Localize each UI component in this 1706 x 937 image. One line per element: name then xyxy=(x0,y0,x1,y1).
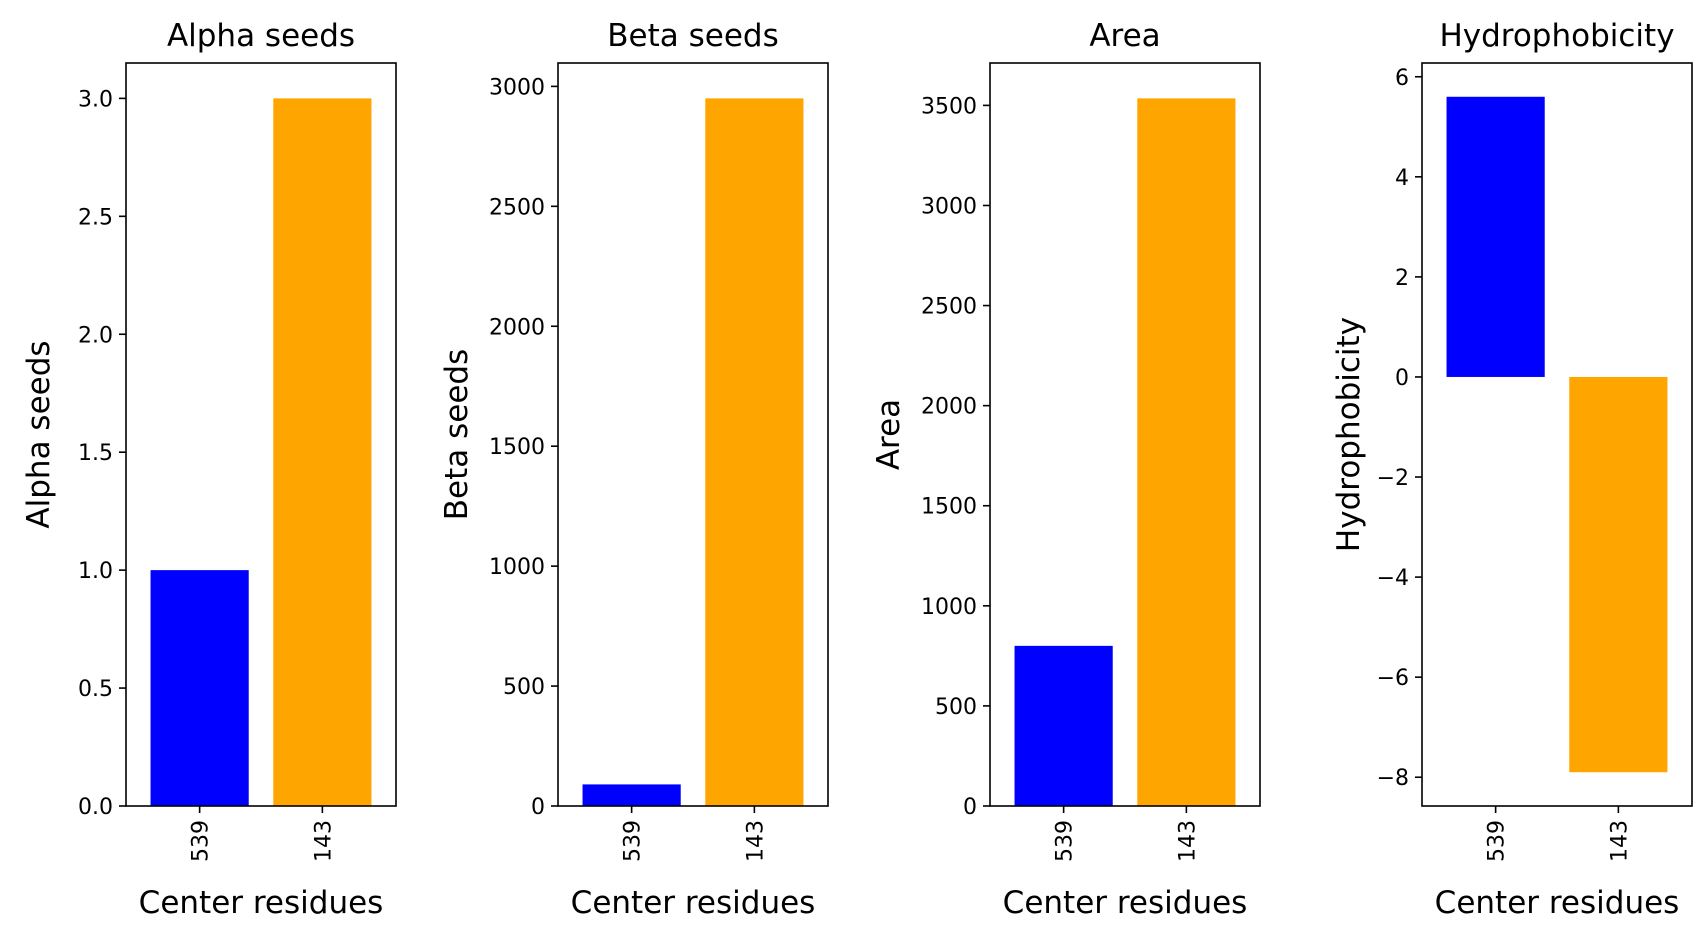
y-tick-label: 0 xyxy=(1395,366,1409,391)
y-tick-label: 2500 xyxy=(489,195,545,220)
x-axis-label: Center residues xyxy=(571,885,816,921)
y-axis-label: Area xyxy=(871,399,907,470)
y-tick-label: 2500 xyxy=(921,295,977,320)
y-tick-label: −8 xyxy=(1377,766,1409,791)
y-tick-label: 2000 xyxy=(489,315,545,340)
bar-539 xyxy=(1446,96,1545,377)
chart-panel-3: 0 500 1000 1500 2000 2500 3000 3500 539 143 Area Ce… xyxy=(871,18,1261,921)
axes-frame xyxy=(125,62,397,807)
chart-title: Alpha seeds xyxy=(167,18,355,54)
y-tick-label: −2 xyxy=(1377,466,1409,491)
y-tick-label: 1500 xyxy=(489,435,545,460)
bar-539 xyxy=(582,784,681,806)
y-tick-label: 2.5 xyxy=(78,205,113,230)
y-tick-label: 1000 xyxy=(921,595,977,620)
chart-title: Beta seeds xyxy=(607,18,778,54)
y-tick-label: 2 xyxy=(1395,266,1409,291)
bar-143 xyxy=(1569,376,1668,773)
x-tick-label: 539 xyxy=(1485,820,1510,862)
y-tick-label: 4 xyxy=(1395,166,1409,191)
y-tick-label: 3000 xyxy=(489,75,545,100)
y-tick-label: 0 xyxy=(531,795,545,820)
y-tick-label: 3500 xyxy=(921,94,977,119)
bar-143 xyxy=(1137,98,1236,806)
axes-frame xyxy=(1421,62,1693,807)
x-tick-label: 539 xyxy=(189,820,214,862)
y-tick-label: 1.5 xyxy=(78,441,113,466)
y-axis-label: Alpha seeds xyxy=(21,340,57,528)
y-tick-label: 6 xyxy=(1395,66,1409,91)
y-tick-label: −6 xyxy=(1377,666,1409,691)
y-tick-label: 1000 xyxy=(489,555,545,580)
bar-539 xyxy=(150,570,249,806)
y-tick-label: 0.0 xyxy=(78,795,113,820)
x-tick-label: 539 xyxy=(621,820,646,862)
x-axis-label: Center residues xyxy=(1435,885,1680,921)
y-axis-label: Hydrophobicity xyxy=(1331,317,1367,552)
y-tick-label: 500 xyxy=(935,695,977,720)
y-tick-label: −4 xyxy=(1377,566,1409,591)
y-axis-label: Beta seeds xyxy=(439,349,475,520)
x-tick-label: 143 xyxy=(743,820,768,862)
y-tick-label: 1500 xyxy=(921,495,977,520)
chart-title: Area xyxy=(1089,18,1160,54)
bar-539 xyxy=(1014,645,1113,806)
y-tick-label: 3.0 xyxy=(78,87,113,112)
y-tick-label: 3000 xyxy=(921,194,977,219)
x-axis-label: Center residues xyxy=(139,885,384,921)
y-tick-label: 2000 xyxy=(921,395,977,420)
x-tick-label: 143 xyxy=(311,820,336,862)
chart-title: Hydrophobicity xyxy=(1439,18,1674,54)
y-tick-label: 1.0 xyxy=(78,559,113,584)
axes-frame xyxy=(989,62,1261,807)
x-tick-label: 539 xyxy=(1053,820,1078,862)
x-tick-label: 143 xyxy=(1607,820,1632,862)
y-tick-label: 500 xyxy=(503,675,545,700)
x-axis-label: Center residues xyxy=(1003,885,1248,921)
bar-143 xyxy=(705,98,804,806)
y-tick-label: 0 xyxy=(963,795,977,820)
chart-panel-4: −8 −6 −4 −2 0 2 4 6 539 143 Hydrophobicity Center r… xyxy=(1331,18,1693,921)
chart-panel-1: 0.0 0.5 1.0 1.5 2.0 2.5 3.0 539 143 Alpha seeds Ce… xyxy=(21,18,397,921)
axes-frame xyxy=(557,62,829,807)
x-tick-label: 143 xyxy=(1175,820,1200,862)
bar-143 xyxy=(273,98,372,806)
chart-panel-2: 0 500 1000 1500 2000 2500 3000 539 143 Beta seeds… xyxy=(439,18,829,921)
y-tick-label: 2.0 xyxy=(78,323,113,348)
y-tick-label: 0.5 xyxy=(78,677,113,702)
